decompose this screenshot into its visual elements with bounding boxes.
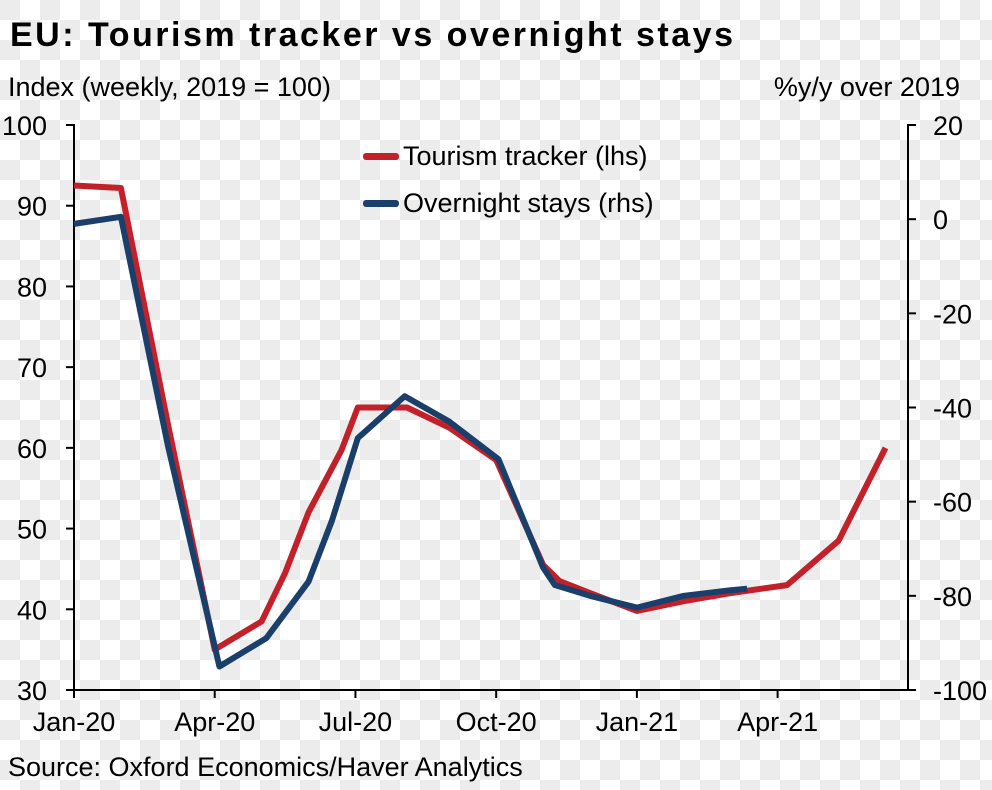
series-line-tourism-tracker [73, 182, 889, 653]
left-tick-label: 100 [2, 111, 47, 141]
legend-item-tourism-tracker: Tourism tracker (lhs) [363, 141, 654, 171]
left-axis-ticks: 30 40 50 60 70 80 90 100 [2, 111, 74, 706]
source-note: Source: Oxford Economics/Haver Analytics [8, 752, 523, 782]
legend-label-tourism-tracker: Tourism tracker (lhs) [403, 141, 648, 171]
left-tick-label: 70 [17, 353, 47, 383]
x-tick-label: Jan-20 [33, 707, 116, 737]
left-tick-label: 40 [17, 595, 47, 625]
legend-label-overnight-stays: Overnight stays (rhs) [403, 188, 654, 218]
right-axis-title: %y/y over 2019 [773, 72, 960, 102]
series-lines [73, 182, 889, 670]
right-tick-label: -20 [933, 299, 972, 329]
x-tick-label: Jul-20 [319, 707, 393, 737]
legend-swatch-tourism-tracker [363, 152, 399, 160]
chart-title: EU: Tourism tracker vs overnight stays [10, 16, 736, 54]
right-tick-label: -100 [933, 676, 987, 706]
x-tick-label: Apr-20 [174, 707, 255, 737]
left-tick-label: 80 [17, 272, 47, 302]
right-tick-label: -60 [933, 488, 972, 518]
right-tick-label: -40 [933, 394, 972, 424]
series-line-overnight-stays [73, 213, 748, 670]
left-axis-title: Index (weekly, 2019 = 100) [8, 72, 331, 102]
x-tick-label: Oct-20 [456, 707, 537, 737]
right-tick-label: 0 [933, 205, 948, 235]
legend: Tourism tracker (lhs) Overnight stays (r… [363, 141, 654, 235]
x-tick-label: Jan-21 [596, 707, 679, 737]
right-tick-label: 20 [933, 111, 963, 141]
left-tick-label: 50 [17, 515, 47, 545]
x-axis-ticks: Jan-20 Apr-20 Jul-20 Oct-20 Jan-21 Apr-21 [33, 690, 818, 737]
left-tick-label: 30 [17, 676, 47, 706]
left-tick-label: 60 [17, 434, 47, 464]
x-tick-label: Apr-21 [737, 707, 818, 737]
right-axis-ticks: -100 -80 -60 -40 -20 0 20 [908, 111, 987, 706]
right-tick-label: -80 [933, 582, 972, 612]
left-tick-label: 90 [17, 192, 47, 222]
legend-swatch-overnight-stays [363, 199, 399, 207]
legend-item-overnight-stays: Overnight stays (rhs) [363, 188, 654, 218]
